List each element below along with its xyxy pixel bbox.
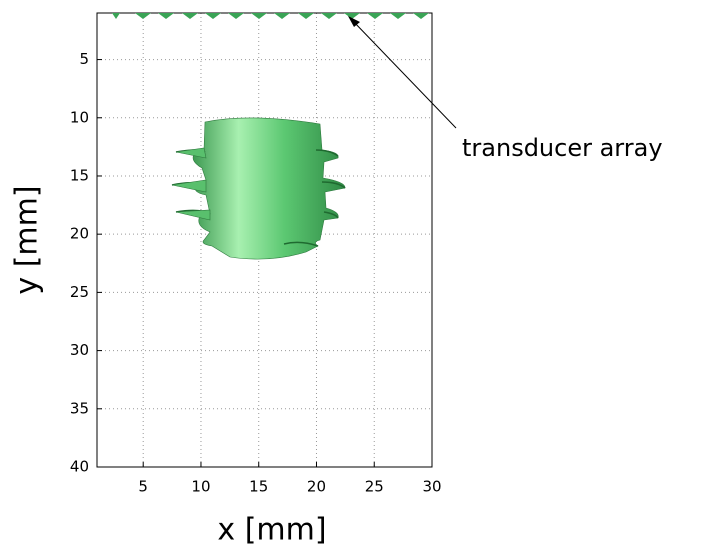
x-tick-label: 20 (307, 478, 326, 496)
x-tick-label: 25 (365, 478, 384, 496)
annotation-arrow (351, 19, 457, 129)
x-tick-label: 10 (191, 478, 210, 496)
annotation: transducer array (462, 134, 663, 162)
x-axis-label: x [mm] (217, 513, 326, 548)
y-tick-label: 35 (70, 399, 89, 417)
x-tick-label: 15 (249, 478, 268, 496)
object-fin (171, 147, 211, 221)
arrow-head (348, 16, 360, 27)
object-surface (192, 117, 346, 260)
y-tick-label: 20 (70, 225, 89, 243)
y-tick-label: 30 (70, 341, 89, 359)
x-tick-label: 5 (138, 478, 148, 496)
y-tick-label: 10 (70, 108, 89, 126)
y-axis-label: y [mm] (10, 185, 45, 294)
y-tick-label: 25 (70, 283, 89, 301)
y-tick-label: 5 (79, 50, 89, 68)
x-tick-label: 30 (422, 478, 441, 496)
transducer-array (112, 13, 429, 19)
y-tick-label: 40 (70, 458, 89, 476)
y-tick-label: 15 (70, 166, 89, 184)
